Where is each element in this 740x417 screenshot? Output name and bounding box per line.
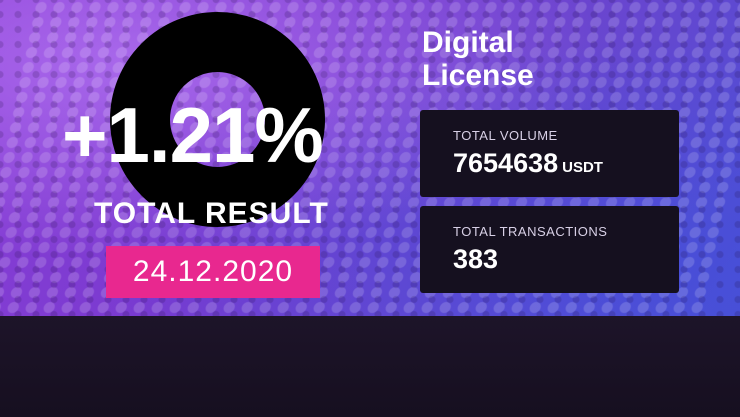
transactions-label: TOTAL TRANSACTIONS	[453, 224, 608, 239]
date-badge: 24.12.2020	[106, 246, 320, 298]
result-label: TOTAL RESULT	[94, 197, 329, 230]
volume-label: TOTAL VOLUME	[453, 128, 558, 143]
product-title-line2: License	[422, 59, 534, 92]
product-title-line1: Digital	[422, 26, 514, 59]
transactions-card: TOTAL TRANSACTIONS 383	[420, 206, 679, 293]
footer-band	[0, 316, 740, 417]
volume-value: 7654638	[453, 148, 559, 178]
volume-unit: USDT	[562, 159, 603, 176]
volume-card: TOTAL VOLUME 7654638 USDT	[420, 110, 679, 197]
product-title: Digital License	[422, 26, 622, 92]
hero-background: +1.21% TOTAL RESULT 24.12.2020 Digital L…	[0, 0, 740, 316]
result-percentage: +1.21%	[62, 91, 324, 179]
transactions-value: 383	[453, 244, 499, 274]
volume-value-row: 7654638 USDT	[453, 148, 603, 179]
